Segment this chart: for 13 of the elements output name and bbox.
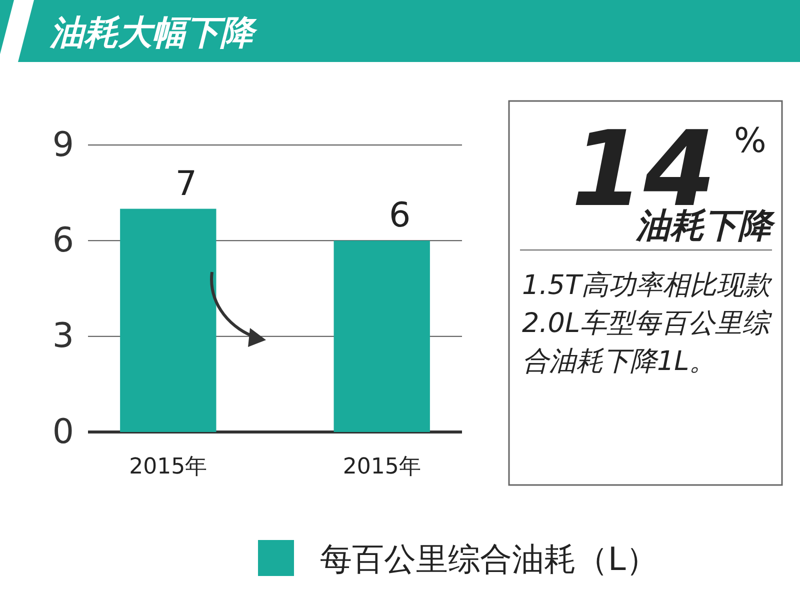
data-label: 6 xyxy=(389,196,411,236)
data-label: 7 xyxy=(175,164,197,204)
y-tick-label: 3 xyxy=(52,316,74,356)
y-tick-label: 9 xyxy=(52,124,74,165)
x-tick-label: 2015年 xyxy=(129,454,208,480)
y-tick-label: 6 xyxy=(52,220,74,261)
y-tick-label: 0 xyxy=(52,412,74,452)
x-tick-label: 2015年 xyxy=(342,454,421,480)
legend-label: 每百公里综合油耗（L） xyxy=(320,540,658,578)
text: 油耗下降 xyxy=(635,206,776,246)
chart-title: 油耗大幅下降 xyxy=(49,13,258,53)
text: 1.5T高功率相比现款2.0L车型每百公里综合油耗下降1L。 xyxy=(522,270,773,377)
text: % xyxy=(734,121,766,161)
